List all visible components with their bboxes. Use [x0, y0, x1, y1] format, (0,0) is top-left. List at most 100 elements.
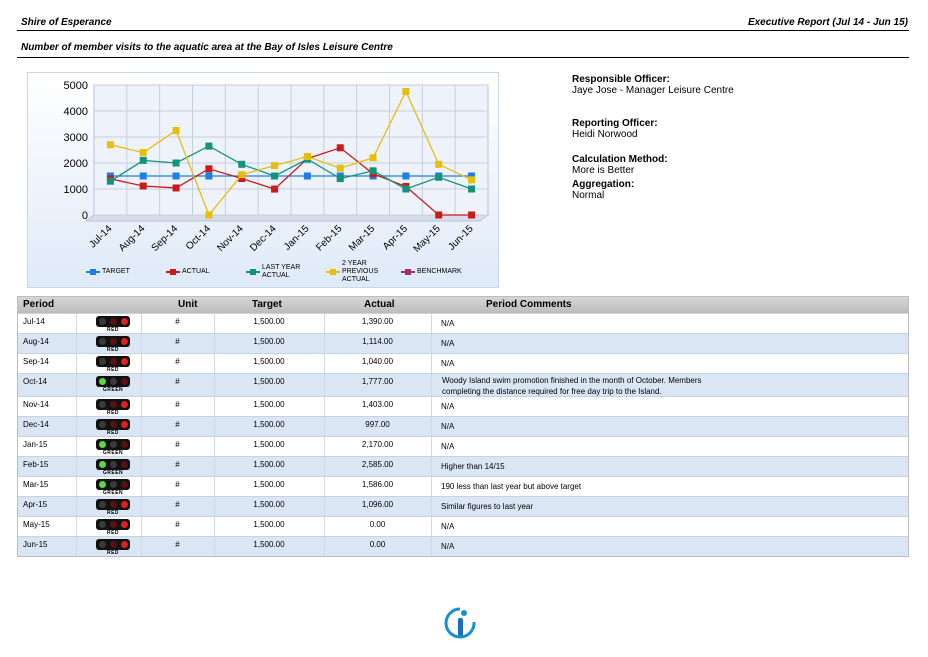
column-header: Target — [252, 299, 282, 310]
table-row: Sep-14 RED #1,500.00 1,040.00 N/A — [18, 353, 908, 373]
table-row: May-15 RED #1,500.00 0.00 N/A — [18, 516, 908, 536]
organization: Shire of Esperance — [21, 17, 112, 28]
unit: # — [175, 357, 180, 366]
data-point — [369, 154, 377, 162]
column-header: Unit — [178, 299, 198, 310]
status-label: RED — [106, 347, 120, 353]
cell-divider — [76, 497, 77, 516]
detail-value: Normal — [572, 190, 605, 201]
data-point — [402, 88, 410, 95]
status-light — [96, 419, 130, 430]
light — [99, 338, 106, 345]
light — [99, 461, 106, 468]
data-point — [271, 162, 279, 170]
data-point — [402, 185, 410, 193]
status-label: GREEN — [102, 387, 124, 393]
cell-divider — [431, 457, 432, 476]
data-point — [205, 142, 213, 150]
status-label: RED — [106, 510, 120, 516]
period: Jan-15 — [23, 440, 48, 449]
table-row: Mar-15 GREEN #1,500.00 1,586.00 190 less tha… — [18, 476, 908, 496]
legend-marker — [170, 269, 176, 275]
cell-divider — [141, 537, 142, 556]
cell-divider — [324, 537, 325, 556]
cell-divider — [141, 417, 142, 436]
legend-label: ACTUAL — [182, 268, 210, 275]
light — [121, 461, 128, 468]
light — [99, 541, 106, 548]
legend-item: 2 YEAR PREVIOUS ACTUAL — [326, 260, 396, 283]
legend-marker — [250, 269, 256, 275]
cell-divider — [214, 457, 215, 476]
legend-item: TARGET — [86, 263, 161, 281]
comment: N/A — [441, 422, 455, 431]
detail-value: Heidi Norwood — [572, 129, 638, 140]
cell-divider — [76, 354, 77, 373]
data-point — [336, 175, 344, 183]
light — [99, 521, 106, 528]
data-point — [238, 175, 246, 183]
actual: 1,403.00 — [361, 400, 394, 409]
table-row: Aug-14 RED #1,500.00 1,114.00 N/A — [18, 333, 908, 353]
light — [99, 501, 106, 508]
legend-marker — [90, 269, 96, 275]
period: May-15 — [23, 520, 50, 529]
data-point — [468, 211, 476, 219]
cell-divider — [214, 314, 215, 333]
data-point — [238, 160, 246, 168]
detail-value: Jaye Jose - Manager Leisure Centre — [572, 85, 734, 96]
table-row: Jan-15 GREEN #1,500.00 2,170.00 N/A — [18, 436, 908, 456]
series-line — [110, 145, 472, 190]
light — [99, 358, 106, 365]
logo-dot — [461, 610, 467, 616]
cell-divider — [431, 374, 432, 396]
cell-divider — [76, 457, 77, 476]
legend-label: BENCHMARK — [417, 268, 462, 275]
unit: # — [175, 420, 180, 429]
table: Period Unit Target Actual Period Comment… — [17, 296, 909, 557]
target: 1,500.00 — [253, 377, 285, 386]
cell-divider — [324, 457, 325, 476]
x-tick-label: Aug-14 — [117, 223, 148, 254]
actual: 0.00 — [369, 520, 386, 529]
status-light — [96, 399, 130, 410]
cell-divider — [141, 437, 142, 456]
actual: 1,040.00 — [361, 357, 394, 366]
comment: N/A — [441, 319, 455, 328]
detail-group: Calculation Method: More is Better — [572, 154, 734, 176]
legend-item: ACTUAL — [166, 263, 241, 281]
actual: 997.00 — [365, 420, 390, 429]
status-label: GREEN — [102, 490, 124, 496]
detail-value: More is Better — [572, 165, 635, 176]
legend-swatch — [401, 269, 415, 275]
cell-divider — [76, 397, 77, 416]
cell-divider — [76, 314, 77, 333]
table-row: Nov-14 RED #1,500.00 1,403.00 N/A — [18, 396, 908, 416]
detail-label: Responsible Officer: — [572, 74, 670, 85]
cell-divider — [141, 334, 142, 353]
light — [99, 378, 106, 385]
light — [110, 541, 117, 548]
comment: Woody Island swim promotion finished in … — [442, 376, 702, 396]
data-point — [336, 144, 344, 152]
status-label: RED — [106, 430, 120, 436]
light — [121, 441, 128, 448]
subtitle: Number of member visits to the aquatic a… — [21, 42, 393, 53]
data-point — [468, 176, 476, 184]
cell-divider — [324, 417, 325, 436]
status-label: RED — [106, 550, 120, 556]
light — [121, 401, 128, 408]
data-point — [205, 172, 213, 180]
target: 1,500.00 — [253, 400, 285, 409]
cell-divider — [431, 477, 432, 496]
light — [110, 401, 117, 408]
cell-divider — [431, 334, 432, 353]
data-point — [402, 172, 410, 180]
actual: 1,114.00 — [362, 337, 393, 346]
data-point — [139, 172, 147, 180]
table-row: Apr-15 RED #1,500.00 1,096.00 Similar figure… — [18, 496, 908, 516]
cell-divider — [324, 374, 325, 396]
target: 1,500.00 — [253, 480, 285, 489]
light — [110, 421, 117, 428]
